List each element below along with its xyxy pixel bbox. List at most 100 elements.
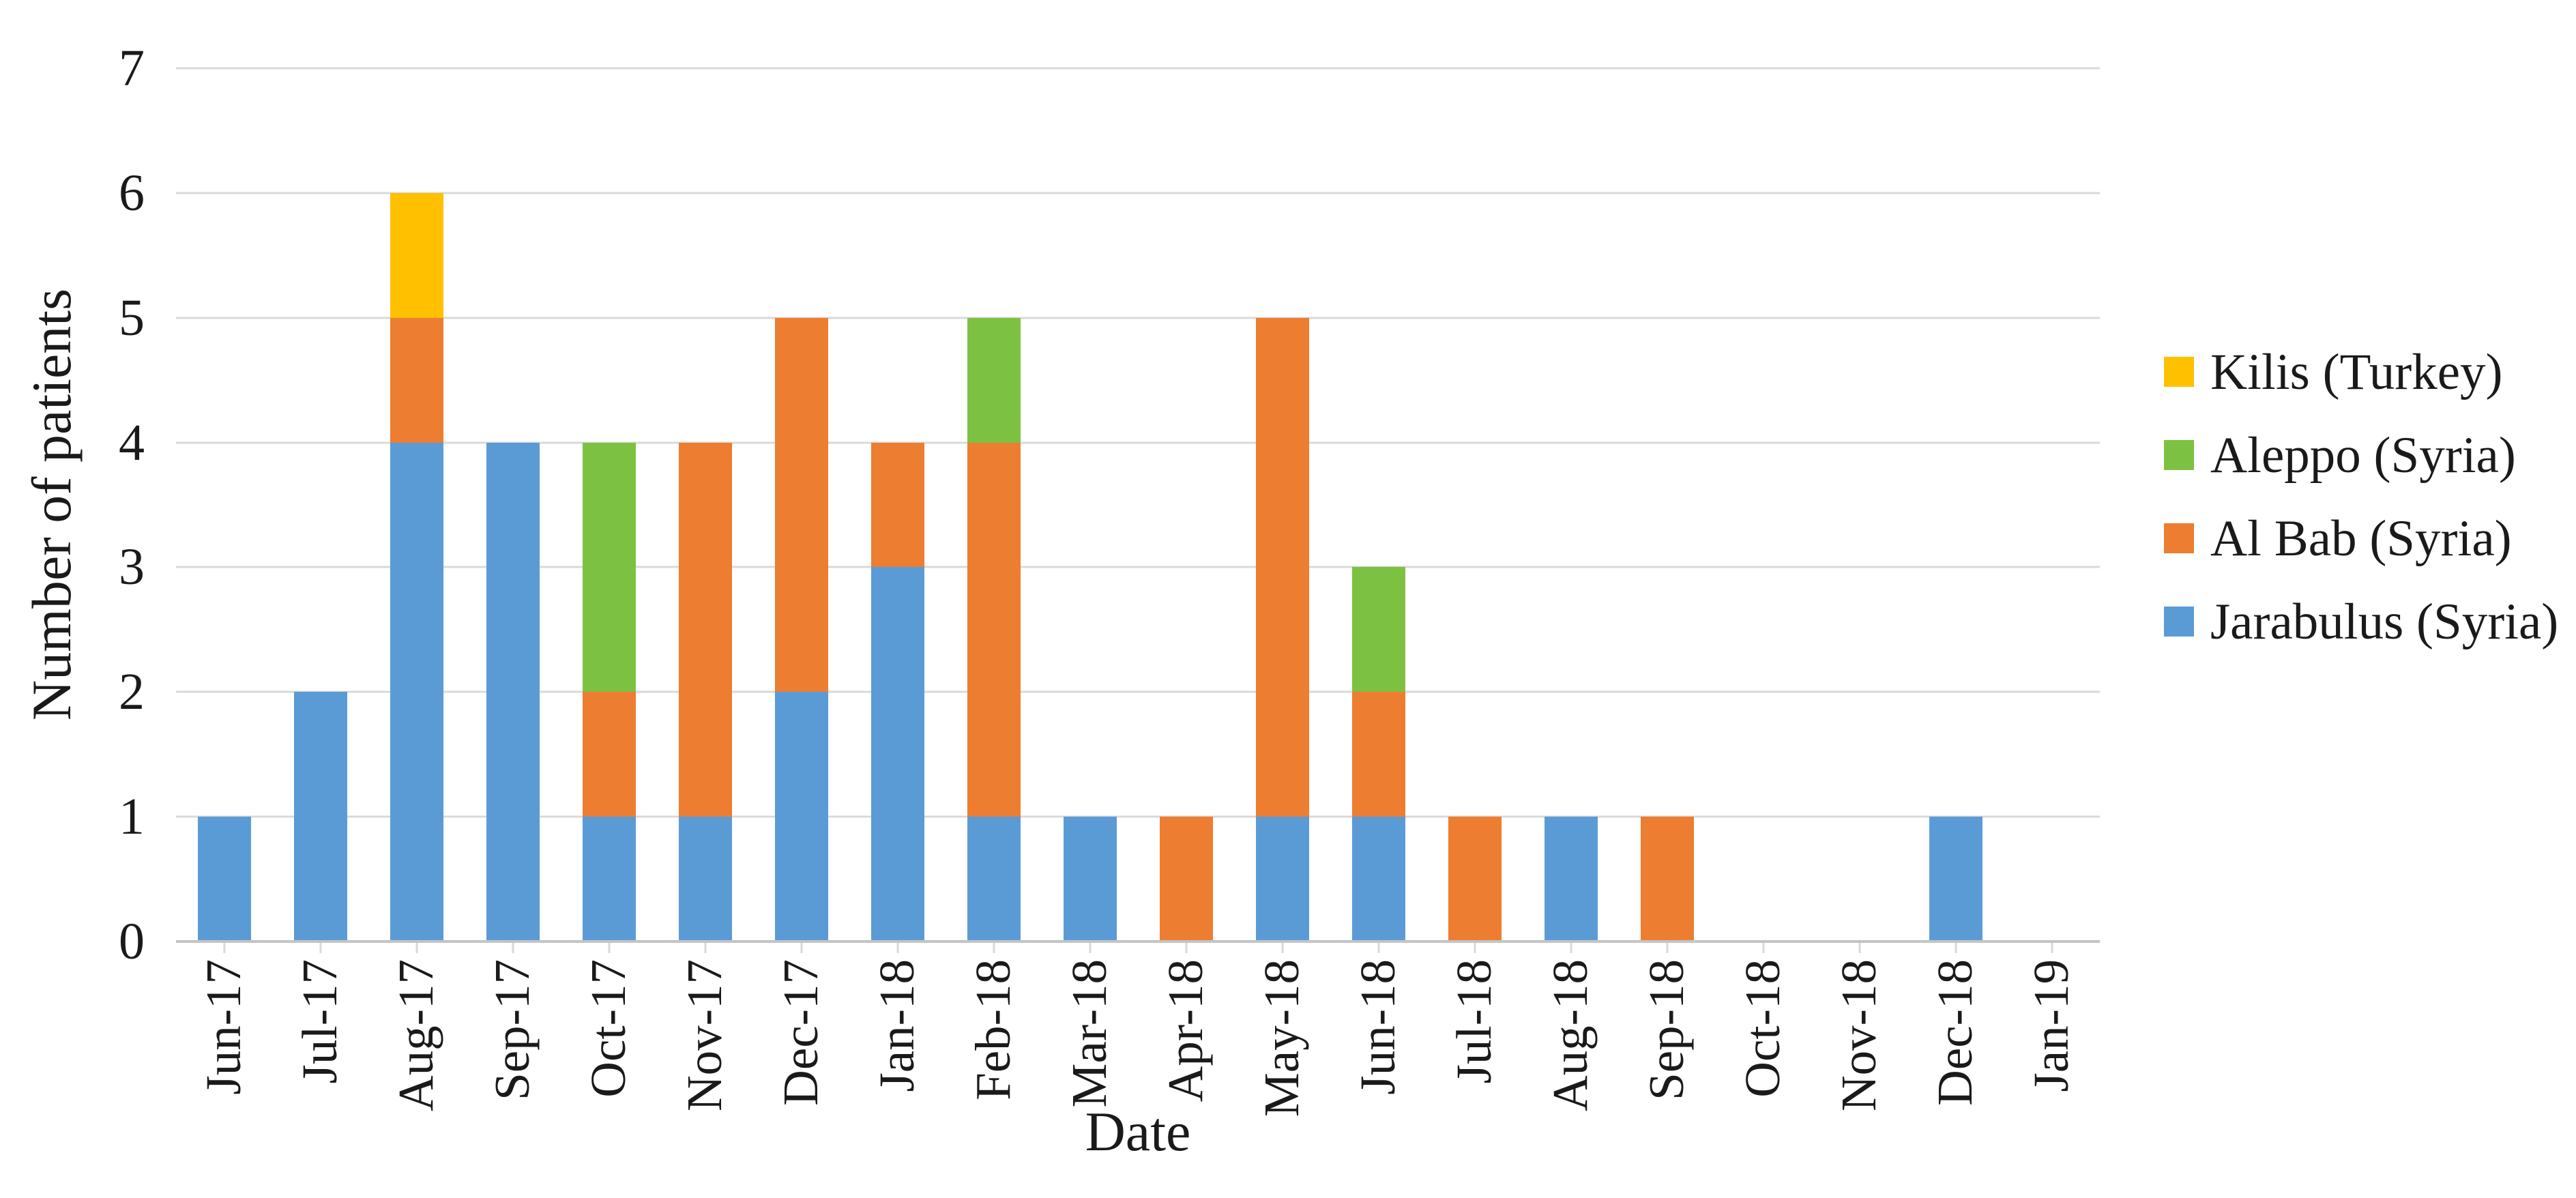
bar-slot <box>272 68 368 953</box>
x-tick-label: Feb-18 <box>965 959 1021 1100</box>
bar-segment <box>967 817 1021 941</box>
bar-segment <box>967 442 1021 817</box>
bar-segment <box>1448 817 1502 941</box>
bar-segment <box>582 442 636 692</box>
x-tick-label: Jul-17 <box>292 959 348 1084</box>
bar-segment <box>1544 817 1598 941</box>
legend-swatch <box>2164 523 2194 553</box>
bar-segment <box>582 692 636 817</box>
bar-slot <box>465 68 561 953</box>
legend-swatch <box>2164 440 2194 470</box>
bar-stack <box>197 68 251 941</box>
x-tick-label: Sep-18 <box>1639 959 1695 1100</box>
bar-slot <box>1234 68 1330 953</box>
x-tick-label: Aug-18 <box>1542 959 1598 1112</box>
bar-stack <box>1351 68 1405 941</box>
bar-segment <box>390 442 443 941</box>
bar-slot <box>946 68 1042 953</box>
category-tick-mark <box>1570 941 1572 953</box>
category-tick-mark <box>319 941 321 953</box>
y-tick-label: 3 <box>119 538 145 596</box>
legend-entry: Aleppo (Syria) <box>2164 424 2558 486</box>
x-tick-label: Oct-17 <box>581 959 636 1098</box>
bar-segment <box>1351 692 1405 817</box>
bar-stack <box>2025 68 2079 941</box>
x-tick-label: Oct-18 <box>1735 959 1791 1098</box>
category-tick-mark <box>1377 941 1379 953</box>
bar-slot <box>176 68 272 953</box>
bar-segment <box>197 817 251 941</box>
bar-stack <box>1448 68 1502 941</box>
bar-slot <box>1042 68 1138 953</box>
bar-stack <box>293 68 347 941</box>
bar-stack <box>1737 68 1790 941</box>
legend-swatch <box>2164 357 2194 387</box>
x-tick-label: May-18 <box>1254 959 1310 1117</box>
gridline <box>176 815 2100 818</box>
x-tick-label: Jun-17 <box>196 959 252 1095</box>
category-tick-mark <box>1185 941 1187 953</box>
bar-segment <box>293 692 347 941</box>
bar-stack <box>678 68 732 941</box>
bar-segment <box>1063 817 1117 941</box>
bar-segment <box>774 692 828 941</box>
bar-slot <box>753 68 849 953</box>
gridline <box>176 192 2100 194</box>
category-tick-mark <box>1762 941 1764 953</box>
bar-segment <box>967 317 1021 443</box>
legend-label: Al Bab (Syria) <box>2210 510 2512 567</box>
bar-stack <box>870 68 924 941</box>
legend-label: Kilis (Turkey) <box>2210 343 2503 400</box>
category-tick-mark <box>1281 941 1283 953</box>
bar-slot <box>657 68 753 953</box>
bar-segment <box>1351 817 1405 941</box>
x-tick-label: Dec-18 <box>1927 959 1983 1106</box>
bar-stack <box>774 68 828 941</box>
bar-slot <box>1715 68 1811 953</box>
bar-stack <box>1255 68 1309 941</box>
bar-segment <box>390 317 443 443</box>
legend-label: Jarabulus (Syria) <box>2210 593 2559 650</box>
bar-segment <box>582 817 636 941</box>
category-tick-mark <box>704 941 706 953</box>
legend-entry: Kilis (Turkey) <box>2164 341 2558 403</box>
legend: Kilis (Turkey) Aleppo (Syria) Al Bab (Syri… <box>2164 341 2558 652</box>
bar-slot <box>1138 68 1234 953</box>
category-tick-mark <box>223 941 225 953</box>
bar-stack <box>967 68 1021 941</box>
y-tick-label: 1 <box>119 788 145 846</box>
gridline <box>176 317 2100 319</box>
bar-stack <box>1063 68 1117 941</box>
y-tick-label: 2 <box>119 663 145 721</box>
x-tick-label: Nov-18 <box>1831 959 1887 1112</box>
bar-segment <box>1255 317 1309 817</box>
bar-segment <box>678 817 732 941</box>
bar-slot <box>1907 68 2004 953</box>
y-tick-label: 6 <box>119 164 145 222</box>
bar-segment <box>1640 817 1694 941</box>
y-tick-label: 5 <box>119 289 145 347</box>
category-tick-mark <box>1089 941 1091 953</box>
category-tick-mark <box>1474 941 1476 953</box>
bar-slot <box>1523 68 1619 953</box>
bar-slot <box>1811 68 1907 953</box>
legend-entry: Al Bab (Syria) <box>2164 508 2558 569</box>
category-tick-mark <box>1666 941 1668 953</box>
bar-segment <box>774 317 828 692</box>
y-tick-label: 0 <box>119 913 145 970</box>
bar-slot <box>849 68 946 953</box>
bar-stack <box>390 68 443 941</box>
bar-segment <box>870 567 924 941</box>
gridline <box>176 566 2100 568</box>
bar-stack <box>582 68 636 941</box>
category-tick-mark <box>415 941 418 953</box>
x-tick-label: Apr-18 <box>1158 959 1214 1102</box>
x-axis-line <box>176 940 2100 943</box>
bar-slot <box>2004 68 2100 953</box>
x-axis-title: Date <box>1085 1100 1191 1163</box>
gridline <box>176 441 2100 444</box>
bar-slot <box>1426 68 1523 953</box>
y-tick-label: 4 <box>119 413 145 471</box>
gridline <box>176 67 2100 70</box>
